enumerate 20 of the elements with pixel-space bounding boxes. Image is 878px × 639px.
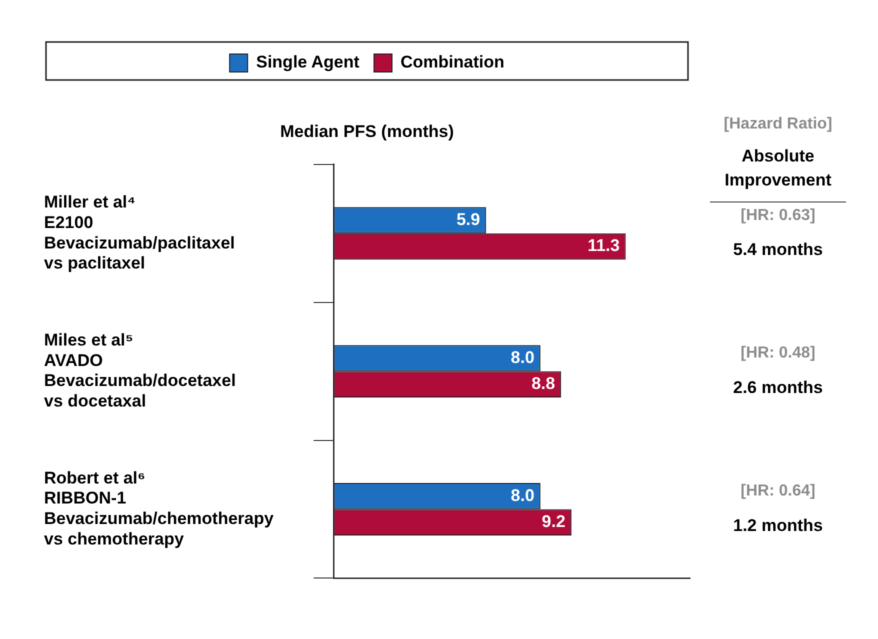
text: 1.2 months <box>733 516 823 535</box>
y-tick-label: Robert et al⁶ RIBBON-1 Bevacizumab/chemotherapy vs chemotherapy <box>44 468 274 549</box>
text: [HR: 0.48] <box>740 344 816 362</box>
text: [HR: 0.64] <box>740 482 816 500</box>
data-label: 9.2 <box>542 512 566 532</box>
text: [HR: 0.63] <box>740 206 816 224</box>
text: 5.4 months <box>733 240 823 260</box>
text: 2.6 months <box>733 378 823 397</box>
data-label: 5.9 <box>456 210 480 229</box>
y-tick-label: Miles et al⁵ AVADO Bevacizumab/docetaxel vs docetaxal <box>44 330 236 411</box>
data-label: 8.0 <box>510 348 534 367</box>
legend-label: Combination <box>400 52 504 72</box>
data-label: 11.3 <box>588 236 620 256</box>
x-axis-title: Median PFS (months) <box>280 122 454 141</box>
data-label: 8.0 <box>510 486 534 505</box>
text: Absolute Improvement <box>724 146 832 190</box>
legend-label: Single Agent <box>256 52 360 72</box>
data-label: 8.8 <box>531 374 556 394</box>
y-tick-label: Miller et al⁴ E2100 Bevacizumab/paclitaxel vs paclitaxel <box>44 192 235 273</box>
text: [Hazard Ratio] <box>724 115 832 132</box>
